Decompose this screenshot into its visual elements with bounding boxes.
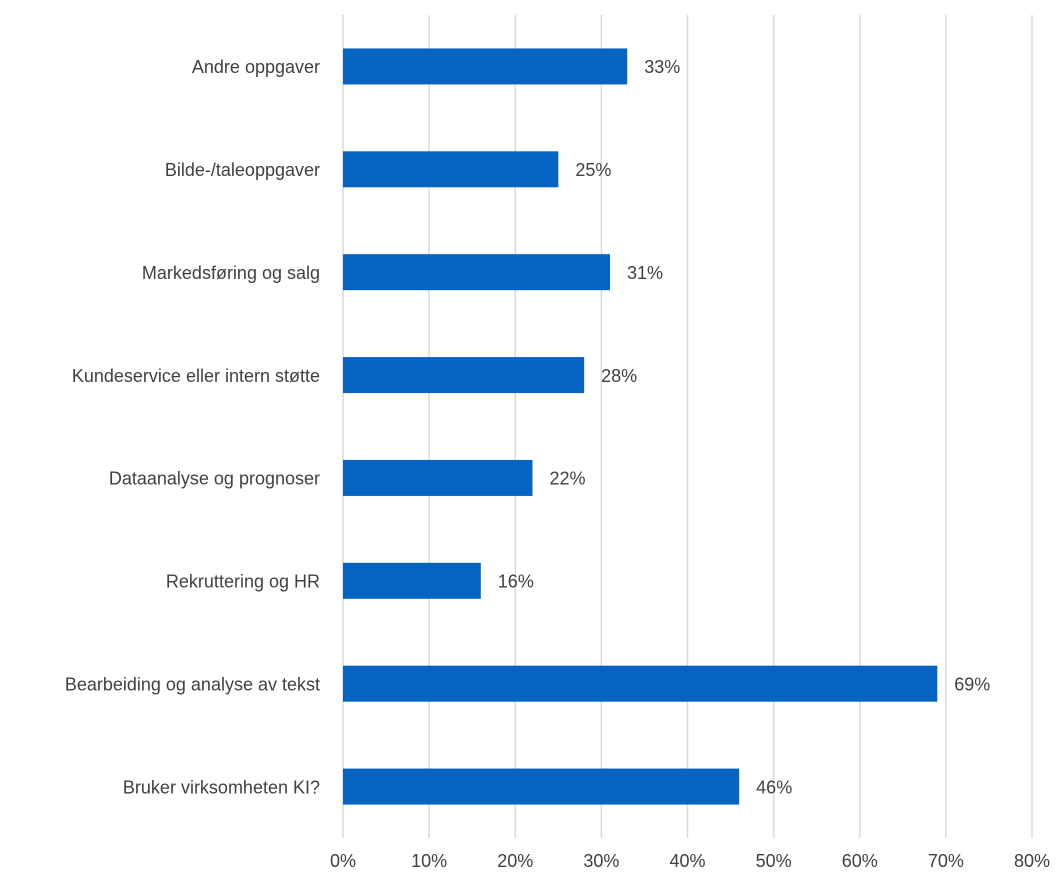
x-tick-label: 0% [330, 851, 356, 871]
bar [343, 665, 938, 702]
data-label: 16% [498, 572, 534, 592]
bar [343, 357, 585, 394]
data-label: 28% [601, 366, 637, 386]
data-label: 69% [954, 674, 990, 694]
bar [343, 254, 610, 291]
y-tick-label: Andre oppgaver [192, 57, 320, 77]
y-tick-label: Dataanalyse og prognoser [109, 469, 320, 489]
y-tick-label: Bearbeiding og analyse av tekst [65, 674, 320, 694]
y-tick-label: Kundeservice eller intern støtte [72, 366, 320, 386]
data-label: 31% [627, 263, 663, 283]
data-label: 46% [756, 777, 792, 797]
bar [343, 151, 559, 188]
y-tick-label: Markedsføring og salg [142, 263, 320, 283]
x-tick-label: 50% [756, 851, 792, 871]
y-tick-label: Bilde-/taleoppgaver [165, 160, 320, 180]
x-tick-label: 20% [497, 851, 533, 871]
data-label: 25% [575, 160, 611, 180]
bar [343, 768, 740, 805]
data-label: 22% [549, 469, 585, 489]
x-tick-label: 10% [411, 851, 447, 871]
bar [343, 48, 628, 85]
bar [343, 562, 481, 599]
x-tick-label: 40% [669, 851, 705, 871]
x-tick-label: 30% [583, 851, 619, 871]
x-tick-label: 60% [842, 851, 878, 871]
bar [343, 459, 533, 496]
y-tick-label: Rekruttering og HR [166, 572, 320, 592]
x-tick-label: 80% [1014, 851, 1050, 871]
data-label: 33% [644, 57, 680, 77]
x-tick-label: 70% [928, 851, 964, 871]
y-tick-label: Bruker virksomheten KI? [123, 777, 320, 797]
